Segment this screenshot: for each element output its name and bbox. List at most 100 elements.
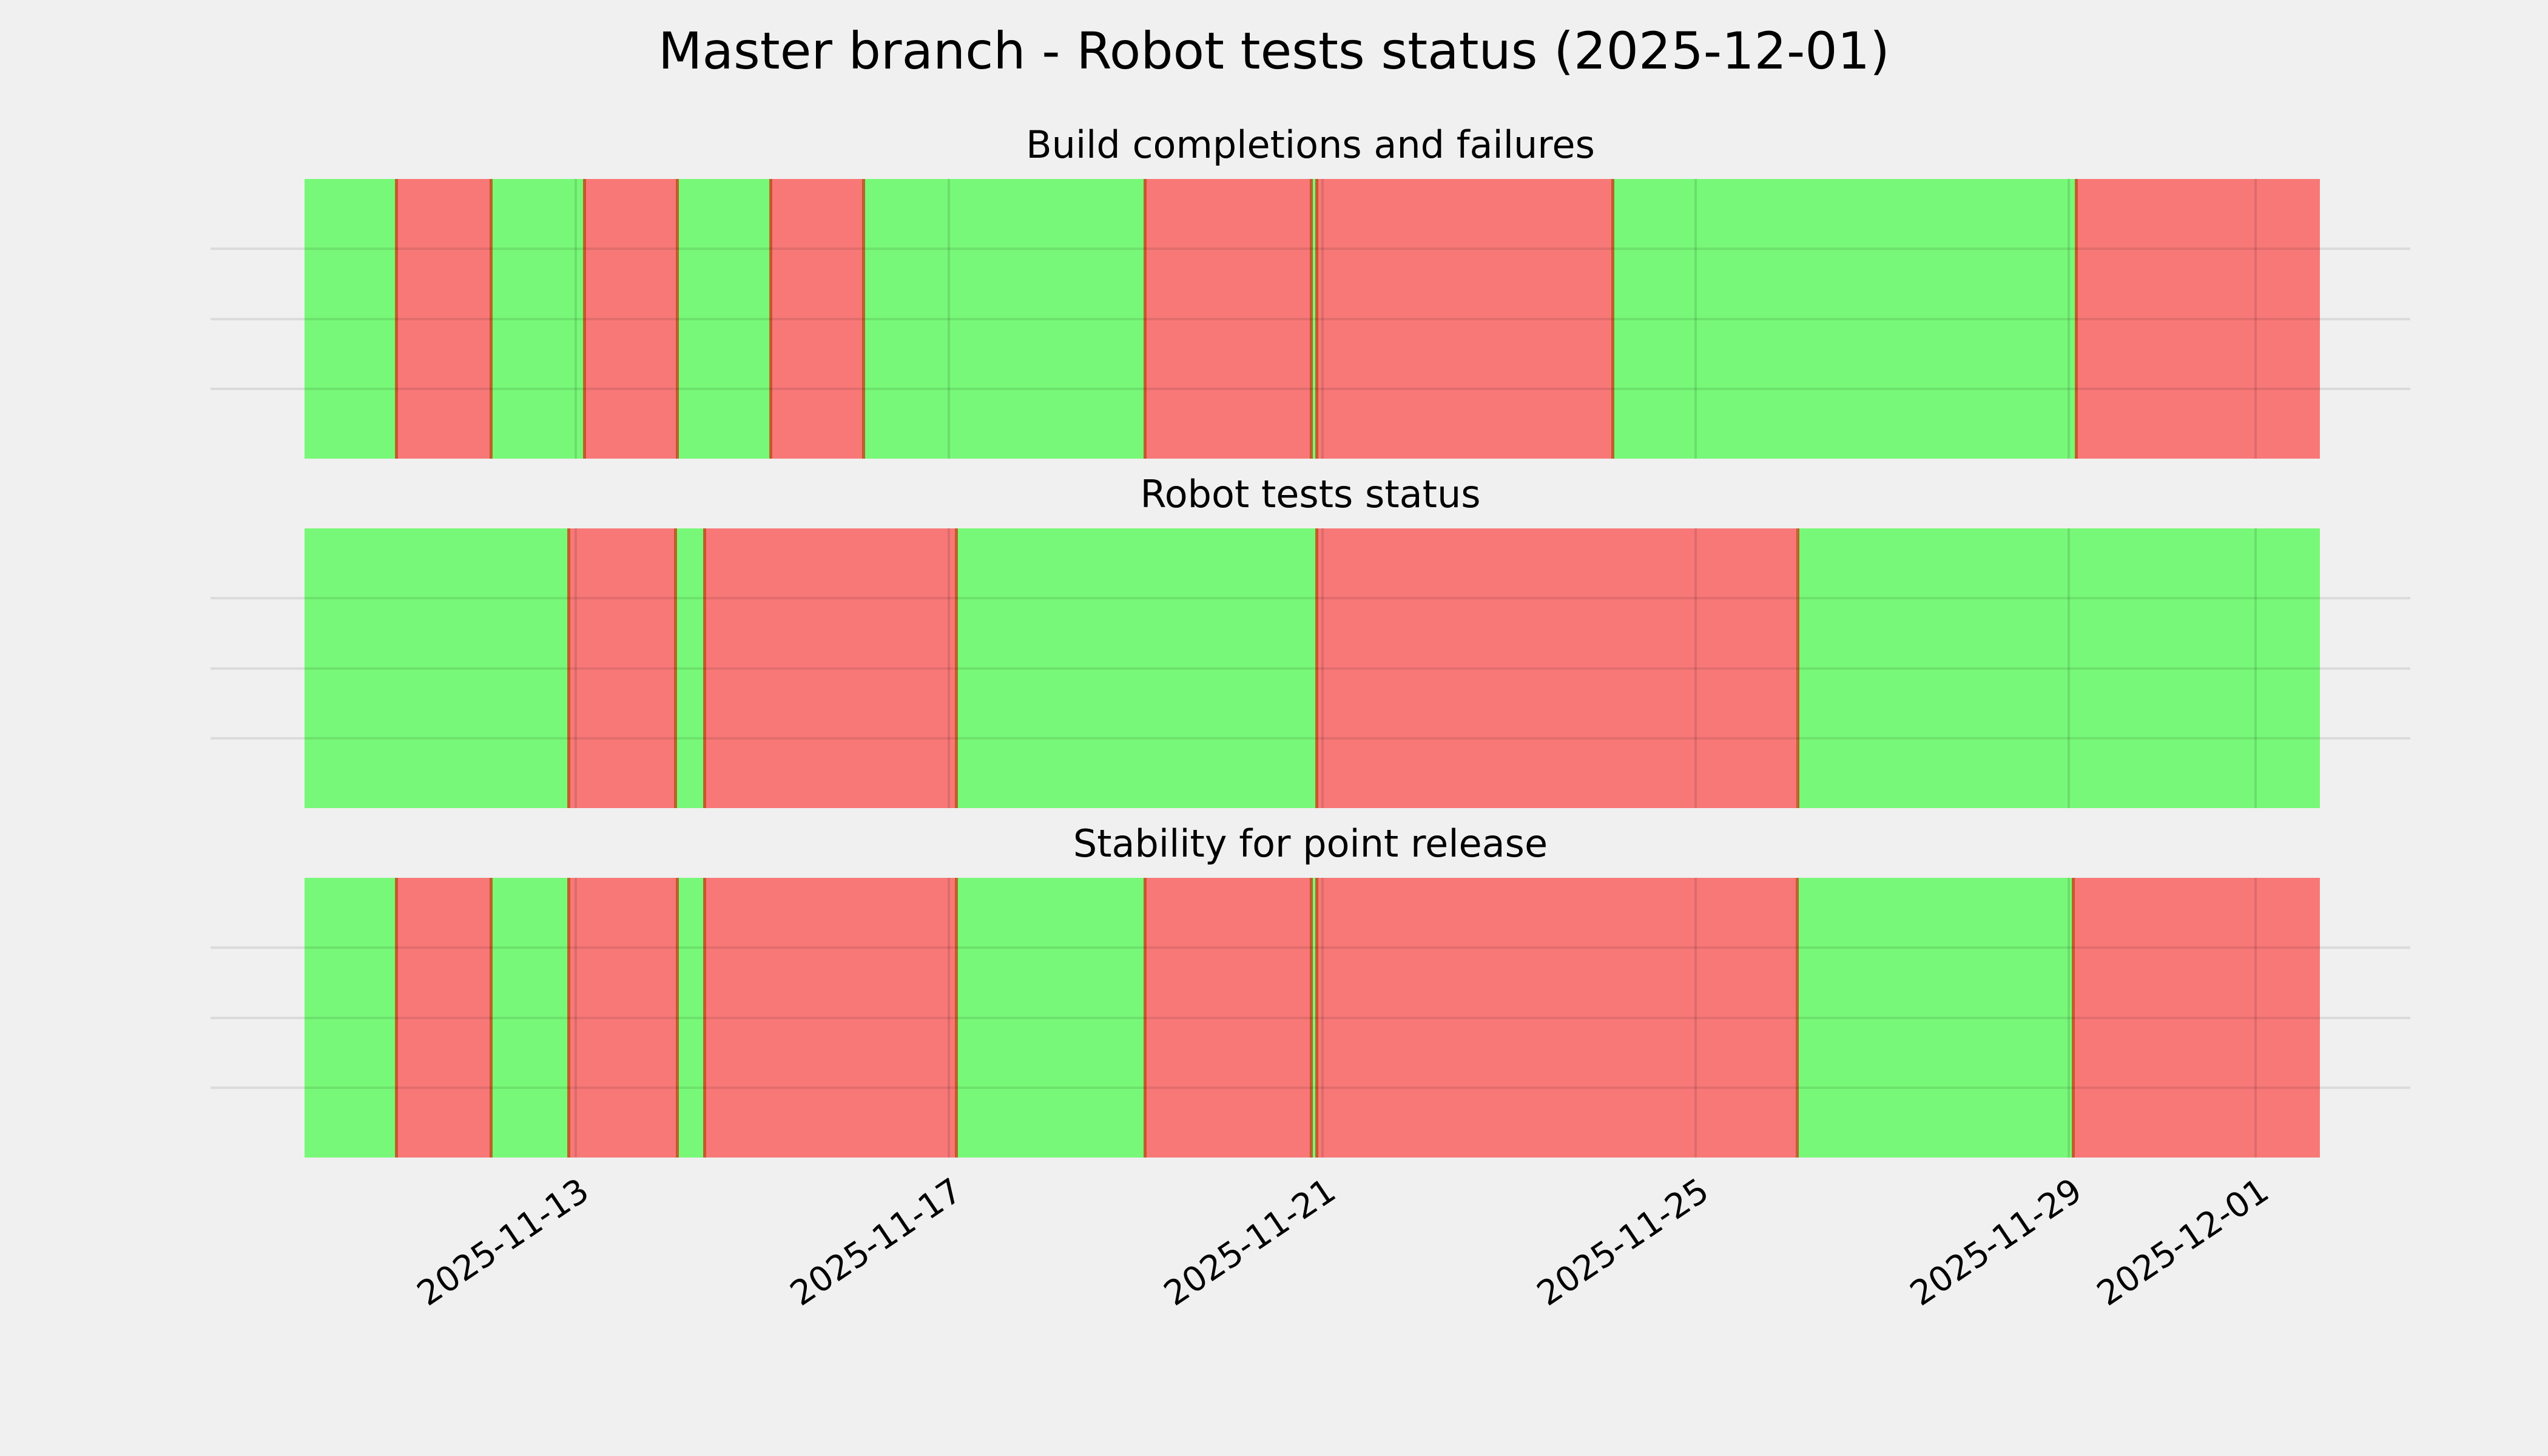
v-gridline	[1321, 179, 1324, 459]
status-segment-pass	[491, 878, 568, 1158]
status-segment-pass	[1311, 878, 1316, 1158]
v-gridline	[2068, 179, 2070, 459]
x-tick-label: 2025-11-25	[1530, 1170, 1716, 1314]
status-segment-pass	[1613, 179, 2076, 459]
v-gridline	[2254, 179, 2257, 459]
h-gridline	[211, 737, 2410, 740]
h-gridline	[211, 318, 2410, 320]
subplot-title-builds: Build completions and failures	[1026, 123, 1595, 167]
boundary-seam	[395, 179, 398, 459]
status-segment-fail	[704, 878, 956, 1158]
status-segment-pass	[956, 878, 1145, 1158]
boundary-seam	[703, 528, 706, 808]
boundary-seam	[567, 528, 570, 808]
status-segment-pass	[305, 878, 396, 1158]
boundary-seam	[2072, 878, 2075, 1158]
subplot-axes-stability	[211, 878, 2410, 1158]
boundary-seam	[490, 878, 493, 1158]
v-gridline	[2068, 528, 2070, 808]
v-gridline	[575, 528, 577, 808]
h-gridline	[211, 946, 2410, 949]
boundary-seam	[1310, 878, 1313, 1158]
status-segment-pass	[677, 179, 770, 459]
subplot-title-robot: Robot tests status	[1140, 472, 1481, 516]
boundary-seam	[676, 878, 679, 1158]
boundary-seam	[1144, 179, 1147, 459]
x-tick-label: 2025-11-17	[783, 1170, 969, 1314]
status-segment-pass	[956, 528, 1316, 808]
v-gridline	[575, 878, 577, 1158]
boundary-seam	[1144, 878, 1147, 1158]
boundary-seam	[1315, 528, 1318, 808]
x-tick-label: 2025-11-29	[1903, 1170, 2089, 1314]
v-gridline	[1694, 528, 1697, 808]
status-band	[305, 179, 2320, 459]
status-segment-pass	[863, 179, 1145, 459]
x-tick-label: 2025-11-13	[410, 1170, 596, 1314]
h-gridline	[211, 248, 2410, 250]
status-segment-pass	[491, 179, 584, 459]
status-segment-pass	[675, 528, 704, 808]
boundary-seam	[1315, 179, 1318, 459]
v-gridline	[2068, 878, 2070, 1158]
boundary-seam	[674, 528, 677, 808]
status-segment-pass	[1311, 179, 1316, 459]
status-segment-pass	[677, 878, 704, 1158]
status-segment-fail	[1316, 179, 1613, 459]
v-gridline	[948, 528, 950, 808]
boundary-seam	[567, 878, 570, 1158]
h-gridline	[211, 667, 2410, 670]
v-gridline	[2254, 878, 2257, 1158]
status-segment-fail	[1145, 878, 1311, 1158]
status-segment-fail	[770, 179, 863, 459]
boundary-seam	[1310, 179, 1313, 459]
boundary-seam	[1315, 878, 1318, 1158]
x-tick-label: 2025-11-21	[1157, 1170, 1343, 1314]
boundary-seam	[676, 179, 679, 459]
v-gridline	[948, 179, 950, 459]
boundary-seam	[769, 179, 772, 459]
status-segment-fail	[2073, 878, 2320, 1158]
subplot-axes-robot	[211, 528, 2410, 808]
status-segment-fail	[396, 179, 491, 459]
status-segment-fail	[2076, 179, 2320, 459]
subplot-title-stability: Stability for point release	[1073, 821, 1548, 866]
status-segment-fail	[1145, 179, 1311, 459]
boundary-seam	[703, 878, 706, 1158]
h-gridline	[211, 597, 2410, 599]
status-segment-fail	[704, 528, 956, 808]
status-segment-fail	[568, 878, 677, 1158]
boundary-seam	[1796, 528, 1799, 808]
status-segment-fail	[584, 179, 677, 459]
status-band	[305, 528, 2320, 808]
v-gridline	[1321, 878, 1324, 1158]
status-segment-fail	[1316, 528, 1797, 808]
boundary-seam	[2075, 179, 2078, 459]
v-gridline	[575, 179, 577, 459]
h-gridline	[211, 1087, 2410, 1089]
boundary-seam	[490, 179, 493, 459]
status-segment-pass	[1797, 878, 2073, 1158]
status-band	[305, 878, 2320, 1158]
v-gridline	[1694, 878, 1697, 1158]
subplot-axes-builds	[211, 179, 2410, 459]
status-segment-pass	[305, 528, 568, 808]
figure-title: Master branch - Robot tests status (2025…	[658, 21, 1890, 81]
x-tick-label: 2025-12-01	[2090, 1170, 2276, 1314]
status-segment-pass	[1798, 528, 2320, 808]
status-segment-fail	[568, 528, 675, 808]
status-segment-pass	[305, 179, 396, 459]
h-gridline	[211, 1017, 2410, 1019]
status-segment-fail	[1316, 878, 1796, 1158]
v-gridline	[1321, 528, 1324, 808]
v-gridline	[948, 878, 950, 1158]
v-gridline	[1694, 179, 1697, 459]
boundary-seam	[862, 179, 865, 459]
boundary-seam	[395, 878, 398, 1158]
boundary-seam	[583, 179, 586, 459]
boundary-seam	[955, 528, 958, 808]
boundary-seam	[955, 878, 958, 1158]
status-segment-fail	[396, 878, 491, 1158]
boundary-seam	[1796, 878, 1799, 1158]
